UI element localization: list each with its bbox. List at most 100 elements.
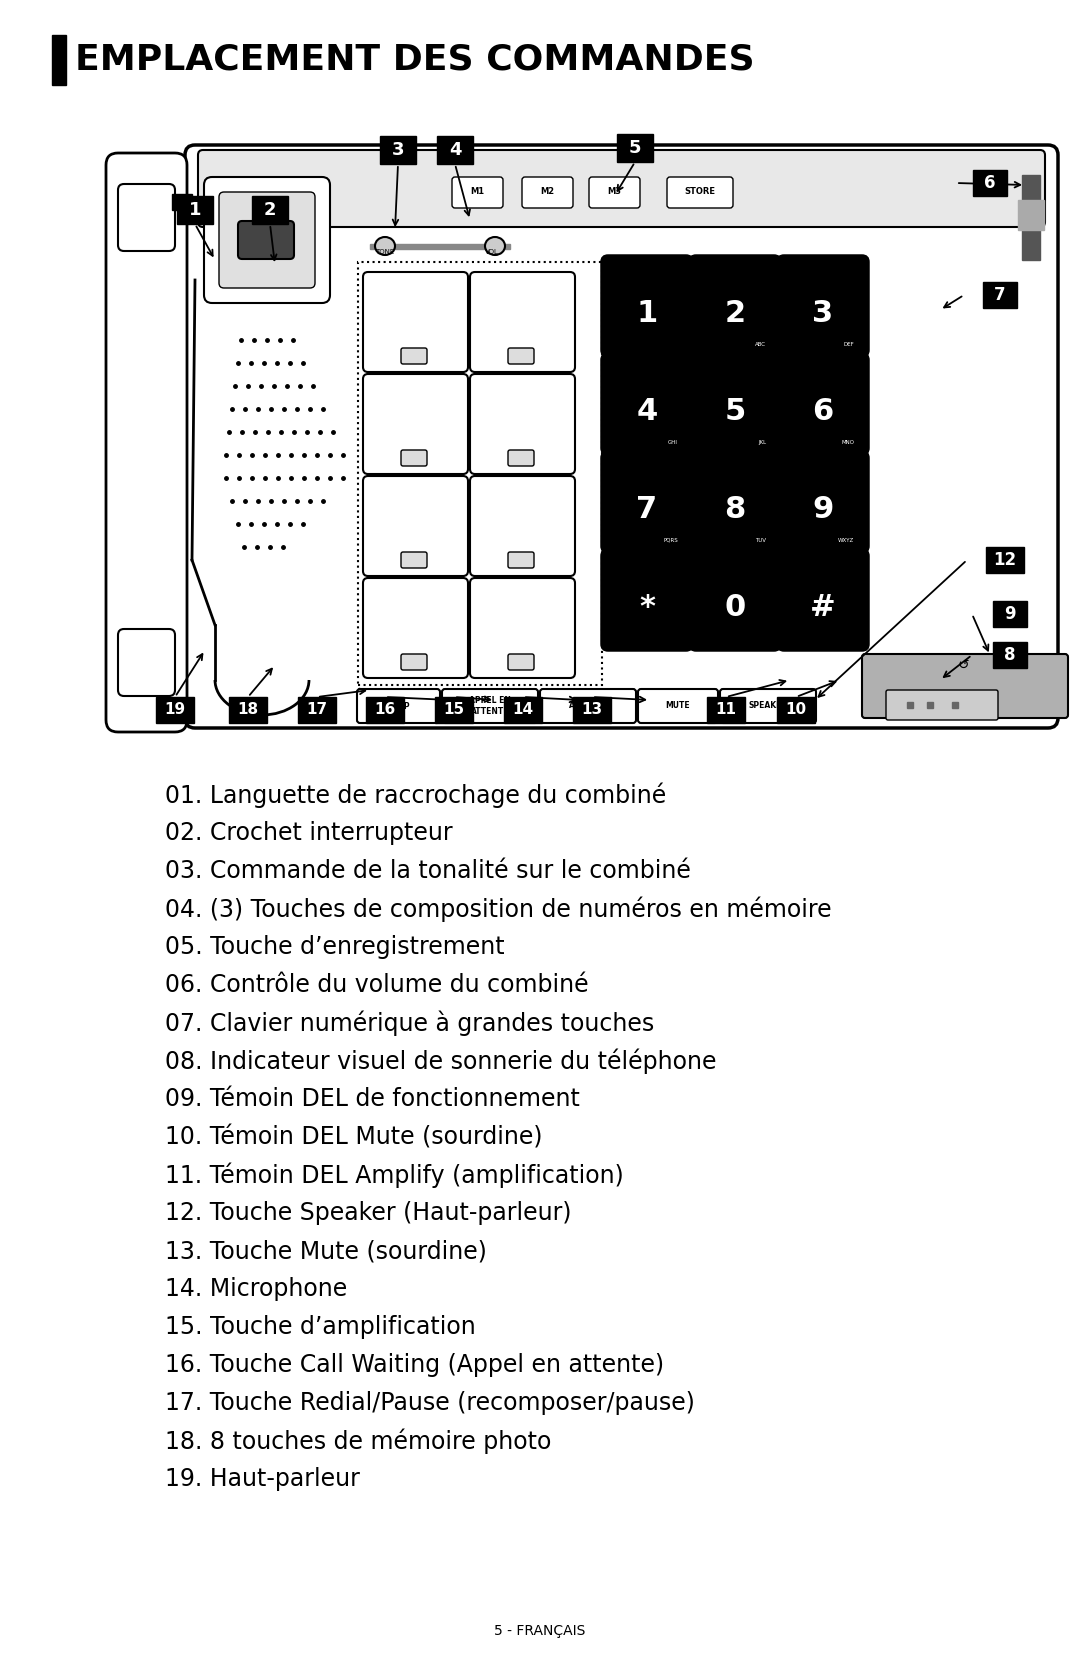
Bar — [366, 698, 404, 723]
Text: M3: M3 — [607, 187, 621, 197]
Text: 11: 11 — [715, 703, 737, 718]
Text: 15: 15 — [444, 703, 464, 718]
Text: DEF: DEF — [843, 342, 854, 347]
Text: 9: 9 — [1004, 604, 1016, 623]
Bar — [1018, 200, 1044, 230]
Text: 10. Témoin DEL Mute (sourdine): 10. Témoin DEL Mute (sourdine) — [165, 1125, 542, 1148]
Text: TUV: TUV — [755, 537, 766, 542]
Text: 13: 13 — [581, 703, 603, 718]
FancyBboxPatch shape — [185, 145, 1058, 728]
FancyBboxPatch shape — [363, 476, 468, 576]
Text: 7: 7 — [636, 496, 658, 524]
Text: 12. Touche Speaker (Haut-parleur): 12. Touche Speaker (Haut-parleur) — [165, 1202, 571, 1225]
Bar — [172, 194, 192, 210]
Bar — [777, 698, 815, 723]
Text: 1: 1 — [636, 299, 658, 329]
Text: ↺: ↺ — [957, 658, 969, 673]
FancyBboxPatch shape — [540, 689, 636, 723]
Text: M2: M2 — [540, 187, 554, 197]
Text: VOL: VOL — [485, 249, 499, 255]
FancyBboxPatch shape — [363, 272, 468, 372]
FancyBboxPatch shape — [238, 220, 294, 259]
Text: 3: 3 — [392, 140, 404, 159]
Bar — [252, 195, 288, 224]
Text: MUTE: MUTE — [665, 701, 690, 711]
Bar — [298, 698, 336, 723]
Bar — [177, 195, 213, 224]
FancyBboxPatch shape — [401, 654, 427, 669]
FancyBboxPatch shape — [470, 476, 575, 576]
FancyBboxPatch shape — [508, 451, 534, 466]
Bar — [993, 601, 1027, 628]
Bar — [435, 698, 473, 723]
Ellipse shape — [485, 237, 505, 255]
Text: AMPLIFY: AMPLIFY — [569, 701, 607, 711]
FancyBboxPatch shape — [363, 374, 468, 474]
FancyBboxPatch shape — [453, 177, 503, 209]
FancyBboxPatch shape — [690, 255, 780, 355]
Text: ABC: ABC — [755, 342, 766, 347]
FancyBboxPatch shape — [602, 452, 692, 552]
Bar — [52, 35, 66, 85]
Text: 4: 4 — [636, 397, 658, 427]
Bar — [986, 547, 1024, 572]
Text: 02. Crochet interrupteur: 02. Crochet interrupteur — [165, 821, 453, 845]
Text: 0: 0 — [725, 594, 745, 623]
Text: EMPLACEMENT DES COMMANDES: EMPLACEMENT DES COMMANDES — [75, 43, 755, 77]
Text: 16. Touche Call Waiting (Appel en attente): 16. Touche Call Waiting (Appel en attent… — [165, 1354, 664, 1377]
FancyBboxPatch shape — [508, 654, 534, 669]
Bar — [229, 698, 267, 723]
Text: 3: 3 — [812, 299, 834, 329]
Bar — [617, 134, 653, 162]
FancyBboxPatch shape — [363, 577, 468, 678]
FancyBboxPatch shape — [667, 177, 733, 209]
Ellipse shape — [375, 237, 395, 255]
Text: WXYZ: WXYZ — [838, 537, 854, 542]
Text: 8: 8 — [725, 496, 745, 524]
Text: 15. Touche d’amplification: 15. Touche d’amplification — [165, 1315, 476, 1339]
Text: MNO: MNO — [841, 441, 854, 446]
Bar — [380, 135, 416, 164]
Text: 11. Témoin DEL Amplify (amplification): 11. Témoin DEL Amplify (amplification) — [165, 1162, 624, 1188]
FancyBboxPatch shape — [118, 184, 175, 250]
Text: GHI: GHI — [669, 441, 678, 446]
Text: 18. 8 touches de mémoire photo: 18. 8 touches de mémoire photo — [165, 1429, 552, 1454]
FancyBboxPatch shape — [778, 255, 868, 355]
Text: JKL: JKL — [758, 441, 766, 446]
FancyBboxPatch shape — [204, 177, 330, 304]
Text: 19. Haut-parleur: 19. Haut-parleur — [165, 1467, 360, 1490]
Text: RD./P: RD./P — [387, 701, 410, 711]
Bar — [156, 698, 194, 723]
Text: 06. Contrôle du volume du combiné: 06. Contrôle du volume du combiné — [165, 973, 589, 996]
Bar — [993, 643, 1027, 668]
FancyBboxPatch shape — [522, 177, 573, 209]
Text: M1: M1 — [471, 187, 485, 197]
Text: 09. Témoin DEL de fonctionnement: 09. Témoin DEL de fonctionnement — [165, 1087, 580, 1112]
Bar — [1022, 175, 1040, 260]
Text: 16: 16 — [375, 703, 395, 718]
Text: 07. Clavier numérique à grandes touches: 07. Clavier numérique à grandes touches — [165, 1010, 654, 1036]
FancyBboxPatch shape — [862, 654, 1068, 718]
Text: SPEAKER: SPEAKER — [748, 701, 787, 711]
Bar — [370, 244, 510, 249]
FancyBboxPatch shape — [198, 150, 1045, 227]
FancyBboxPatch shape — [690, 551, 780, 649]
Text: 2: 2 — [725, 299, 745, 329]
Text: 5: 5 — [629, 139, 642, 157]
FancyBboxPatch shape — [401, 451, 427, 466]
Text: PQRS: PQRS — [663, 537, 678, 542]
FancyBboxPatch shape — [106, 154, 187, 733]
Text: 6: 6 — [812, 397, 834, 427]
Text: 6: 6 — [984, 174, 996, 192]
Text: 18: 18 — [238, 703, 258, 718]
Bar — [983, 282, 1017, 309]
Text: 2: 2 — [264, 200, 276, 219]
Text: 19: 19 — [164, 703, 186, 718]
Bar — [973, 170, 1007, 195]
FancyBboxPatch shape — [778, 551, 868, 649]
FancyBboxPatch shape — [690, 452, 780, 552]
Text: 7: 7 — [995, 285, 1005, 304]
Bar — [357, 262, 602, 684]
Bar — [707, 698, 745, 723]
Text: 1: 1 — [189, 200, 201, 219]
